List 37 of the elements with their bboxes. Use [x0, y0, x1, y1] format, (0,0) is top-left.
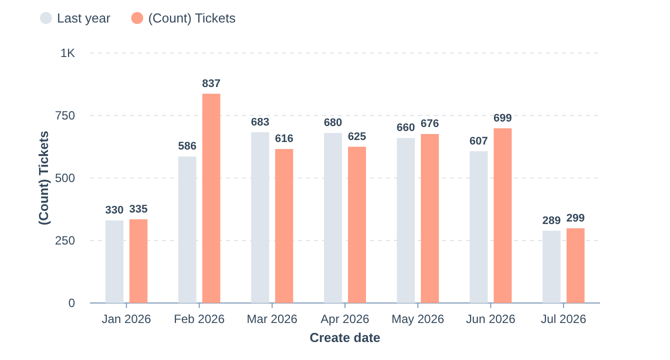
x-tick-label: Jan 2026	[102, 312, 152, 326]
data-label: 289	[542, 214, 561, 227]
data-label: 683	[250, 116, 270, 128]
x-tick-label: Apr 2026	[320, 312, 370, 326]
y-tick-label: 0	[68, 296, 76, 310]
bar	[129, 219, 148, 303]
legend-label: Last year	[57, 10, 112, 26]
bar	[202, 94, 220, 303]
x-tick-label: Jul 2026	[540, 312, 587, 326]
data-label: 335	[129, 203, 148, 216]
bar	[348, 146, 366, 303]
data-label: 586	[178, 140, 196, 152]
x-axis-title: Create date	[310, 330, 380, 345]
data-label: 616	[274, 133, 294, 145]
data-label: 299	[566, 212, 585, 224]
bar	[566, 228, 585, 303]
x-tick-label: Feb 2026	[174, 312, 225, 326]
data-label: 625	[348, 130, 366, 143]
x-tick-label: Jun 2026	[466, 312, 516, 326]
x-tick-label: Mar 2026	[246, 312, 298, 326]
bar	[275, 149, 294, 303]
y-tick-label: 250	[54, 234, 76, 248]
bar	[494, 128, 512, 303]
y-tick-label: 500	[54, 171, 76, 185]
data-label: 676	[420, 118, 440, 130]
bar	[420, 134, 439, 303]
y-tick-label: 750	[54, 108, 76, 122]
data-label: 330	[105, 204, 124, 216]
y-tick-label: 1K	[60, 46, 75, 60]
x-tick-label: May 2026	[392, 312, 445, 326]
data-label: 680	[324, 117, 342, 129]
data-label: 699	[494, 112, 512, 124]
data-label: 607	[470, 135, 488, 148]
legend-label: (Count) Tickets	[148, 10, 236, 26]
y-axis-title: (Count) Tickets	[36, 130, 51, 226]
data-label: 837	[202, 78, 220, 90]
data-label: 660	[396, 122, 416, 134]
